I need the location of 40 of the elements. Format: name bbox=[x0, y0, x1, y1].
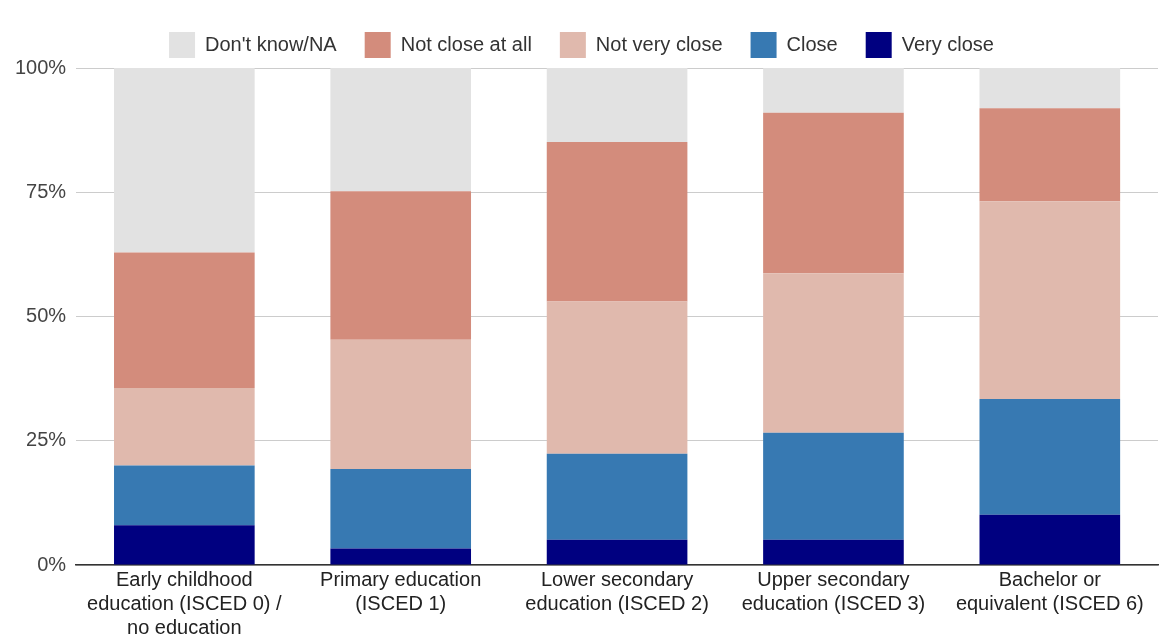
bar bbox=[114, 252, 255, 389]
y-tick-label: 0% bbox=[37, 552, 67, 575]
bar bbox=[979, 399, 1121, 515]
bar bbox=[763, 273, 904, 433]
bar bbox=[114, 388, 255, 466]
bar bbox=[546, 539, 688, 565]
bar bbox=[546, 142, 688, 302]
bar bbox=[763, 539, 904, 565]
x-tick-label: Primary education (ISCED 1) bbox=[320, 567, 482, 614]
bar bbox=[546, 68, 688, 143]
x-tick-label: Early childhood education (ISCED 0) / no education bbox=[87, 567, 283, 638]
bar bbox=[763, 112, 904, 274]
x-tick-label: Bachelor or equivalent (ISCED 6) bbox=[955, 567, 1144, 614]
legend-label: Not close at all bbox=[400, 32, 532, 55]
bar bbox=[763, 432, 904, 540]
bar bbox=[114, 465, 255, 526]
legend-label: Close bbox=[786, 32, 838, 55]
bar bbox=[979, 108, 1121, 202]
y-tick-label: 100% bbox=[15, 55, 67, 78]
bar bbox=[114, 525, 255, 565]
y-tick-label: 25% bbox=[26, 428, 67, 451]
bar bbox=[546, 453, 688, 540]
bar bbox=[763, 68, 904, 113]
bar bbox=[979, 514, 1121, 565]
bar bbox=[330, 469, 472, 549]
bar bbox=[330, 548, 472, 565]
bar bbox=[546, 301, 688, 454]
bar bbox=[330, 68, 472, 192]
bar bbox=[330, 191, 472, 340]
y-tick-label: 50% bbox=[26, 304, 67, 327]
x-tick-label: Lower secondary education (ISCED 2) bbox=[525, 567, 709, 614]
x-tick-label: Upper secondary education (ISCED 3) bbox=[741, 567, 926, 614]
bar bbox=[979, 68, 1121, 109]
bar bbox=[330, 339, 472, 470]
legend-label: Don't know/NA bbox=[205, 32, 338, 55]
bar bbox=[979, 201, 1121, 399]
bar bbox=[114, 68, 255, 253]
y-tick-label: 75% bbox=[26, 179, 67, 202]
legend-label: Very close bbox=[901, 32, 994, 55]
legend-label: Not very close bbox=[595, 32, 723, 55]
